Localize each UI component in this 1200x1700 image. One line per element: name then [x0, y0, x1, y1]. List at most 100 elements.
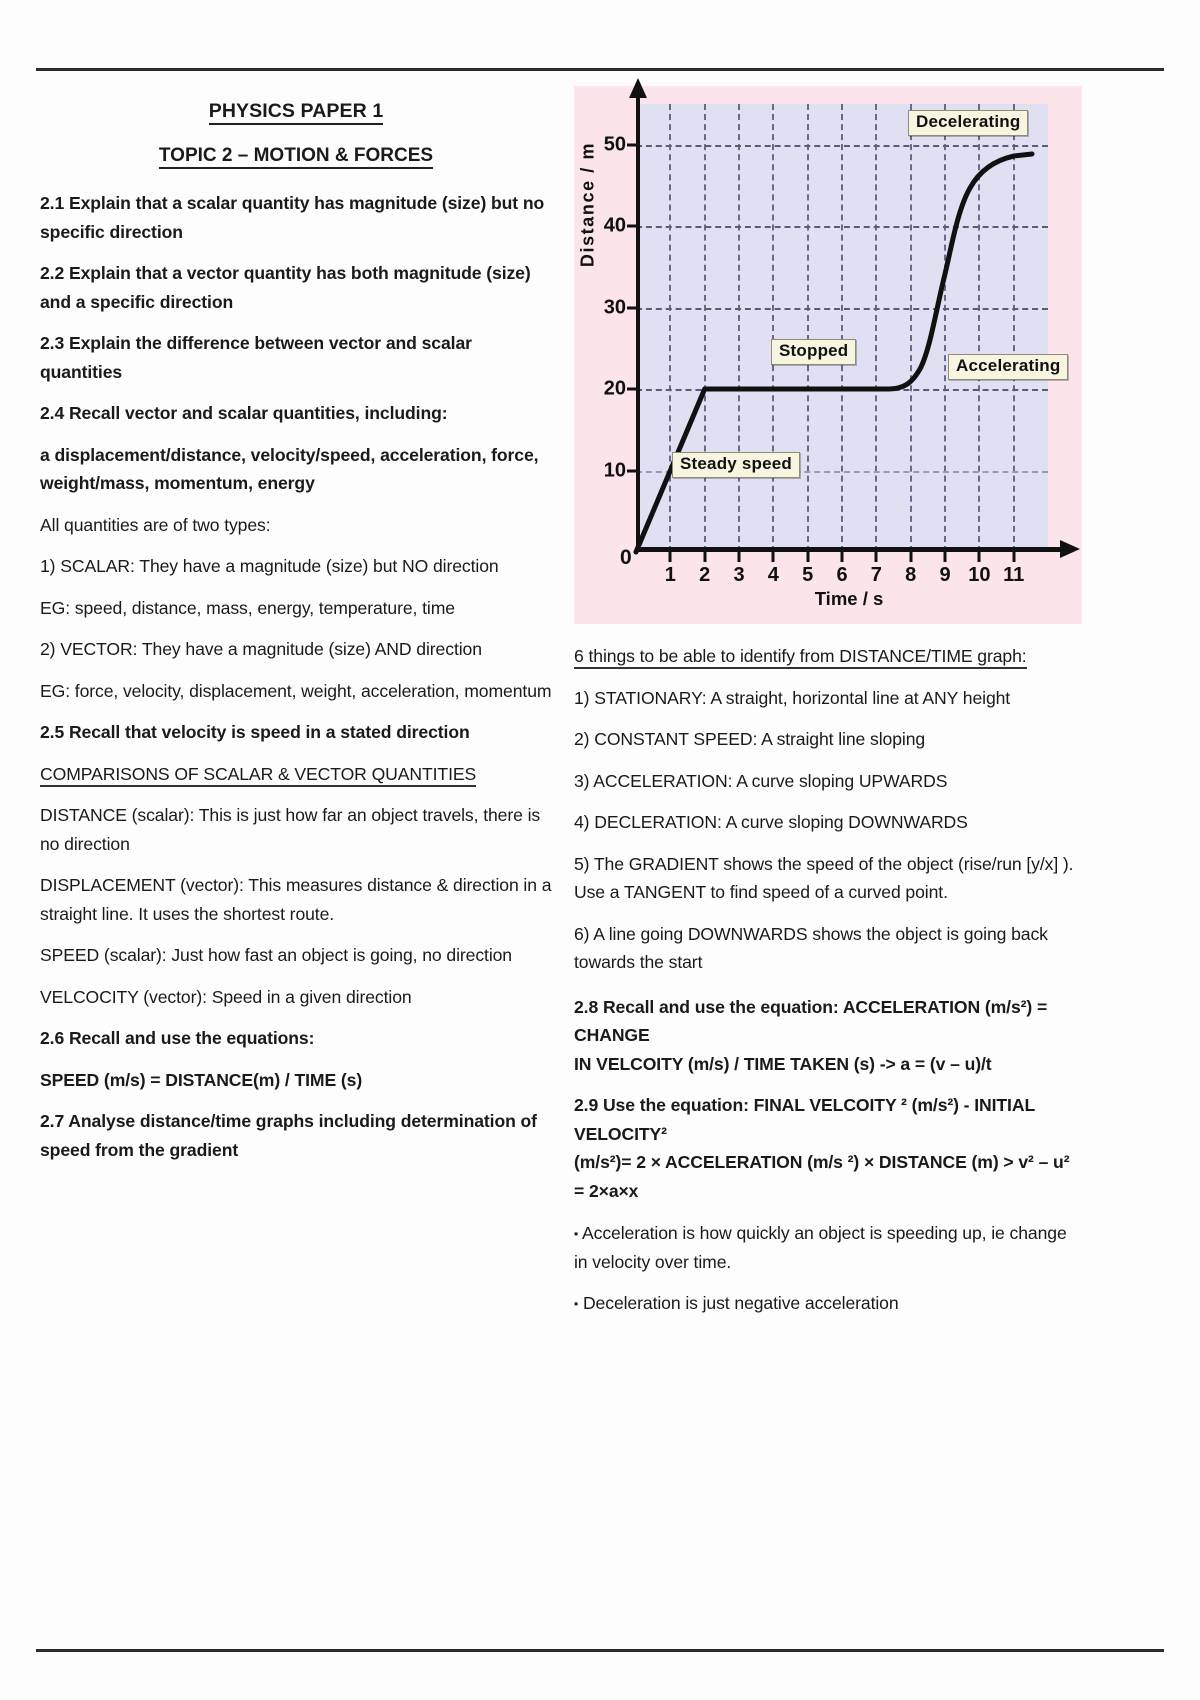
- note-acceleration: ▪ Acceleration is how quickly an object …: [574, 1219, 1082, 1276]
- x-tick-mark-11: [1012, 552, 1016, 562]
- annotation-accelerating: Accelerating: [948, 354, 1069, 380]
- spec-point-2-8-line-1: 2.8 Recall and use the equation: ACCELER…: [574, 996, 1048, 1046]
- two-column-layout: PHYSICS PAPER 1 TOPIC 2 – MOTION & FORCE…: [40, 78, 1160, 1318]
- y-tick-label-40: 40: [603, 214, 626, 237]
- gridline-x-5: [806, 104, 809, 552]
- gridline-x-8: [909, 104, 912, 552]
- left-column: PHYSICS PAPER 1 TOPIC 2 – MOTION & FORCE…: [40, 86, 552, 1164]
- gridline-x-3: [738, 104, 740, 552]
- y-tick-label-50: 50: [603, 133, 626, 155]
- gridline-y-40: [636, 226, 1048, 228]
- spec-point-2-4-list: a displacement/distance, velocity/speed,…: [40, 444, 539, 494]
- spec-point-2-4: 2.4 Recall vector and scalar quantities,…: [40, 403, 448, 423]
- x-tick-label-1: 1: [664, 564, 676, 586]
- spec-point-2-8-line-2: IN VELCOITY (m/s) / TIME TAKEN (s) -> a …: [574, 1053, 992, 1074]
- x-tick-label-9: 9: [939, 564, 951, 586]
- page-title-text: PHYSICS PAPER 1: [208, 100, 384, 125]
- distance-time-graph: Distance / m Time / s 0: [574, 78, 1082, 624]
- comparisons-heading: COMPARISONS OF SCALAR & VECTOR QUANTITIE…: [40, 760, 552, 789]
- graph-list-item-1: 1) STATIONARY: A straight, horizontal li…: [574, 687, 1011, 708]
- gridline-y-10: [636, 470, 1048, 473]
- bottom-divider-rule: [36, 1649, 1164, 1652]
- gridline-x-2: [703, 104, 706, 552]
- x-tick-label-2: 2: [699, 564, 711, 586]
- comparisons-heading-text: COMPARISONS OF SCALAR & VECTOR QUANTITIE…: [40, 763, 476, 787]
- x-tick-mark-1: [668, 552, 672, 562]
- x-tick-mark-6: [840, 552, 844, 562]
- x-tick-mark-2: [703, 552, 707, 562]
- page-title: PHYSICS PAPER 1: [40, 100, 552, 125]
- x-tick-label-7: 7: [870, 564, 882, 586]
- top-divider-rule: [36, 68, 1164, 71]
- data-series-line: [633, 151, 1035, 555]
- spec-point-2-1: 2.1 Explain that a scalar quantity has m…: [40, 193, 545, 242]
- y-axis-line: [636, 94, 640, 552]
- x-tick-mark-10: [977, 552, 981, 562]
- y-tick-label-10: 10: [603, 459, 626, 481]
- spec-point-2-5: 2.5 Recall that velocity is speed in a s…: [40, 722, 470, 742]
- x-tick-mark-5: [806, 552, 810, 562]
- y-tick-label-20: 20: [603, 377, 626, 400]
- graph-list-item-3: 3) ACCELERATION: A curve sloping UPWARDS: [574, 770, 948, 791]
- gridline-x-6: [841, 104, 843, 552]
- origin-label: 0: [620, 546, 632, 569]
- scalar-definition: 1) SCALAR: They have a magnitude (size) …: [40, 556, 499, 576]
- bullet-icon: ▪: [574, 1226, 579, 1241]
- velocity-definition: VELCOCITY (vector): Speed in a given dir…: [40, 986, 412, 1007]
- distance-definition: DISTANCE (scalar): This is just how far …: [40, 805, 541, 854]
- x-axis-label: Time / s: [814, 588, 884, 609]
- x-tick-label-4: 4: [767, 564, 779, 586]
- gridline-x-4: [772, 104, 775, 552]
- page-subtitle: TOPIC 2 – MOTION & FORCES: [40, 145, 552, 169]
- graph-list-item-4: 4) DECLERATION: A curve sloping DOWNWARD…: [574, 812, 968, 832]
- x-tick-label-5: 5: [802, 564, 814, 586]
- x-tick-label-8: 8: [905, 564, 917, 586]
- bullet-icon: ▪: [574, 1296, 579, 1311]
- spec-point-2-6: 2.6 Recall and use the equations:: [40, 1028, 315, 1048]
- displacement-definition: DISPLACEMENT (vector): This measures dis…: [40, 875, 552, 924]
- vector-definition: 2) VECTOR: They have a magnitude (size) …: [40, 639, 482, 659]
- quantities-intro: All quantities are of two types:: [40, 514, 271, 535]
- spec-point-2-9-line-2: (m/s²)= 2 × ACCELERATION (m/s ²) × DISTA…: [574, 1152, 1070, 1201]
- graph-list-item-2: 2) CONSTANT SPEED: A straight line slopi…: [574, 729, 926, 749]
- x-tick-label-11: 11: [1003, 564, 1025, 586]
- x-axis-arrow-icon: [1060, 540, 1080, 558]
- gridline-x-1: [669, 104, 672, 552]
- equation-speed: SPEED (m/s) = DISTANCE(m) / TIME (s): [40, 1069, 363, 1090]
- scalar-examples: EG: speed, distance, mass, energy, tempe…: [40, 597, 455, 618]
- x-tick-mark-4: [771, 552, 775, 562]
- gridline-x-9: [944, 104, 946, 552]
- y-tick-label-30: 30: [603, 296, 626, 318]
- speed-definition: SPEED (scalar): Just how fast an object …: [40, 945, 512, 965]
- graph-list-item-6: 6) A line going DOWNWARDS shows the obje…: [574, 923, 1048, 973]
- graph-list-heading: 6 things to be able to identify from DIS…: [574, 642, 1082, 671]
- gridline-x-11: [1012, 104, 1015, 552]
- graph-list-item-5: 5) The GRADIENT shows the speed of the o…: [574, 853, 1074, 903]
- right-column: Distance / m Time / s 0: [574, 78, 1082, 1318]
- note-deceleration: ▪ Deceleration is just negative accelera…: [574, 1289, 1082, 1318]
- note-acceleration-text: Acceleration is how quickly an object is…: [574, 1223, 1067, 1272]
- annotation-stopped: Stopped: [771, 339, 857, 365]
- spec-point-2-3: 2.3 Explain the difference between vecto…: [40, 333, 472, 382]
- y-tick-mark-50: [627, 143, 636, 146]
- x-tick-mark-7: [874, 552, 878, 562]
- y-axis-label: Distance / m: [577, 141, 598, 268]
- gridline-x-10: [978, 104, 981, 552]
- gridline-x-7: [875, 104, 878, 552]
- annotation-steady-speed: Steady speed: [672, 452, 801, 478]
- x-tick-label-6: 6: [836, 564, 848, 586]
- plot-area: 10 20 30 40 50 1 2 3: [604, 78, 1080, 586]
- note-deceleration-text: Deceleration is just negative accelerati…: [582, 1293, 899, 1313]
- x-tick-label-10: 10: [968, 564, 991, 586]
- y-tick-mark-20: [627, 387, 636, 391]
- x-axis-line: [636, 547, 1064, 552]
- x-tick-label-3: 3: [733, 564, 745, 586]
- x-tick-mark-3: [737, 552, 741, 562]
- x-tick-mark-8: [909, 552, 913, 562]
- y-axis-arrow-icon: [629, 78, 647, 98]
- gridline-y-30: [636, 307, 1048, 310]
- y-tick-mark-30: [627, 306, 636, 309]
- y-tick-mark-10: [627, 469, 636, 472]
- page-subtitle-text: TOPIC 2 – MOTION & FORCES: [158, 145, 434, 169]
